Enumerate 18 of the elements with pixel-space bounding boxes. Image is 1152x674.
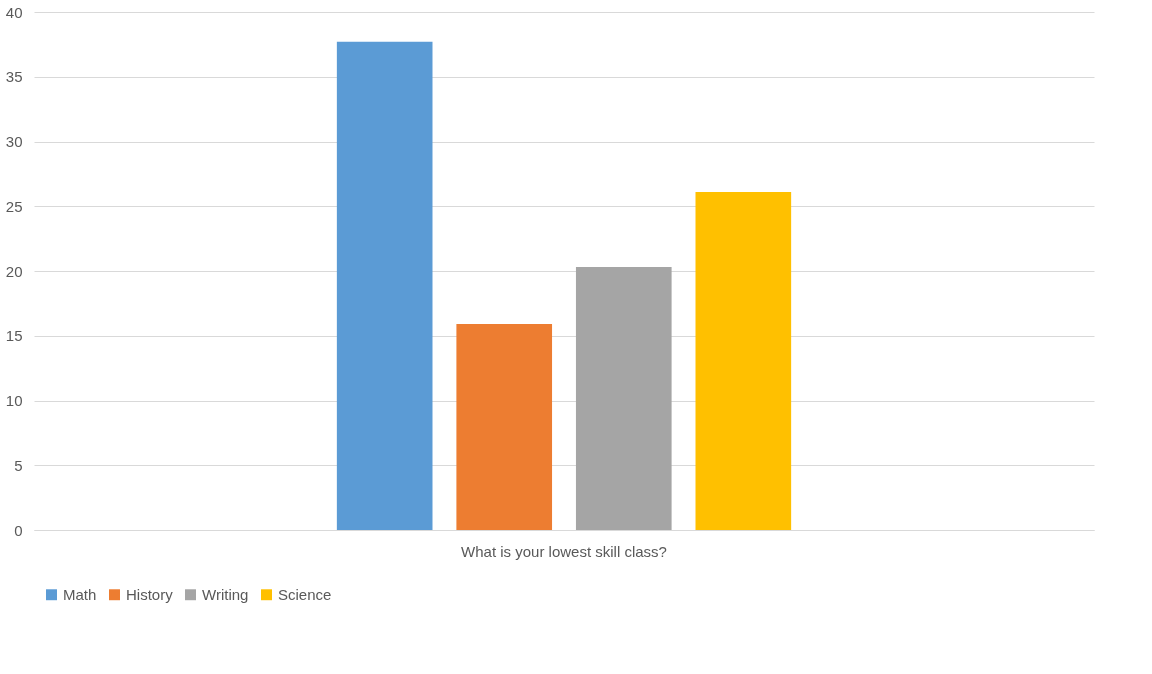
y-tick-label: 15	[5, 327, 23, 345]
y-tick-label: 5	[14, 456, 23, 474]
legend-label: Math	[63, 585, 97, 603]
y-tick-label: 35	[5, 68, 23, 86]
bar	[695, 192, 792, 530]
y-tick-label: 10	[5, 392, 23, 409]
bar	[456, 324, 553, 530]
bar	[575, 267, 672, 530]
y-tick-label: 20	[5, 262, 23, 280]
y-tick-label: 25	[5, 197, 23, 215]
y-tick-label: 0	[14, 521, 23, 539]
legend-label: Writing	[202, 585, 249, 603]
bar	[336, 41, 433, 530]
legend-label: History	[126, 585, 174, 603]
x-tick-label: What is your lowest skill class?	[461, 542, 667, 560]
legend-label: Science	[278, 585, 332, 603]
y-tick-label: 40	[5, 3, 23, 21]
y-tick-label: 30	[5, 133, 23, 150]
